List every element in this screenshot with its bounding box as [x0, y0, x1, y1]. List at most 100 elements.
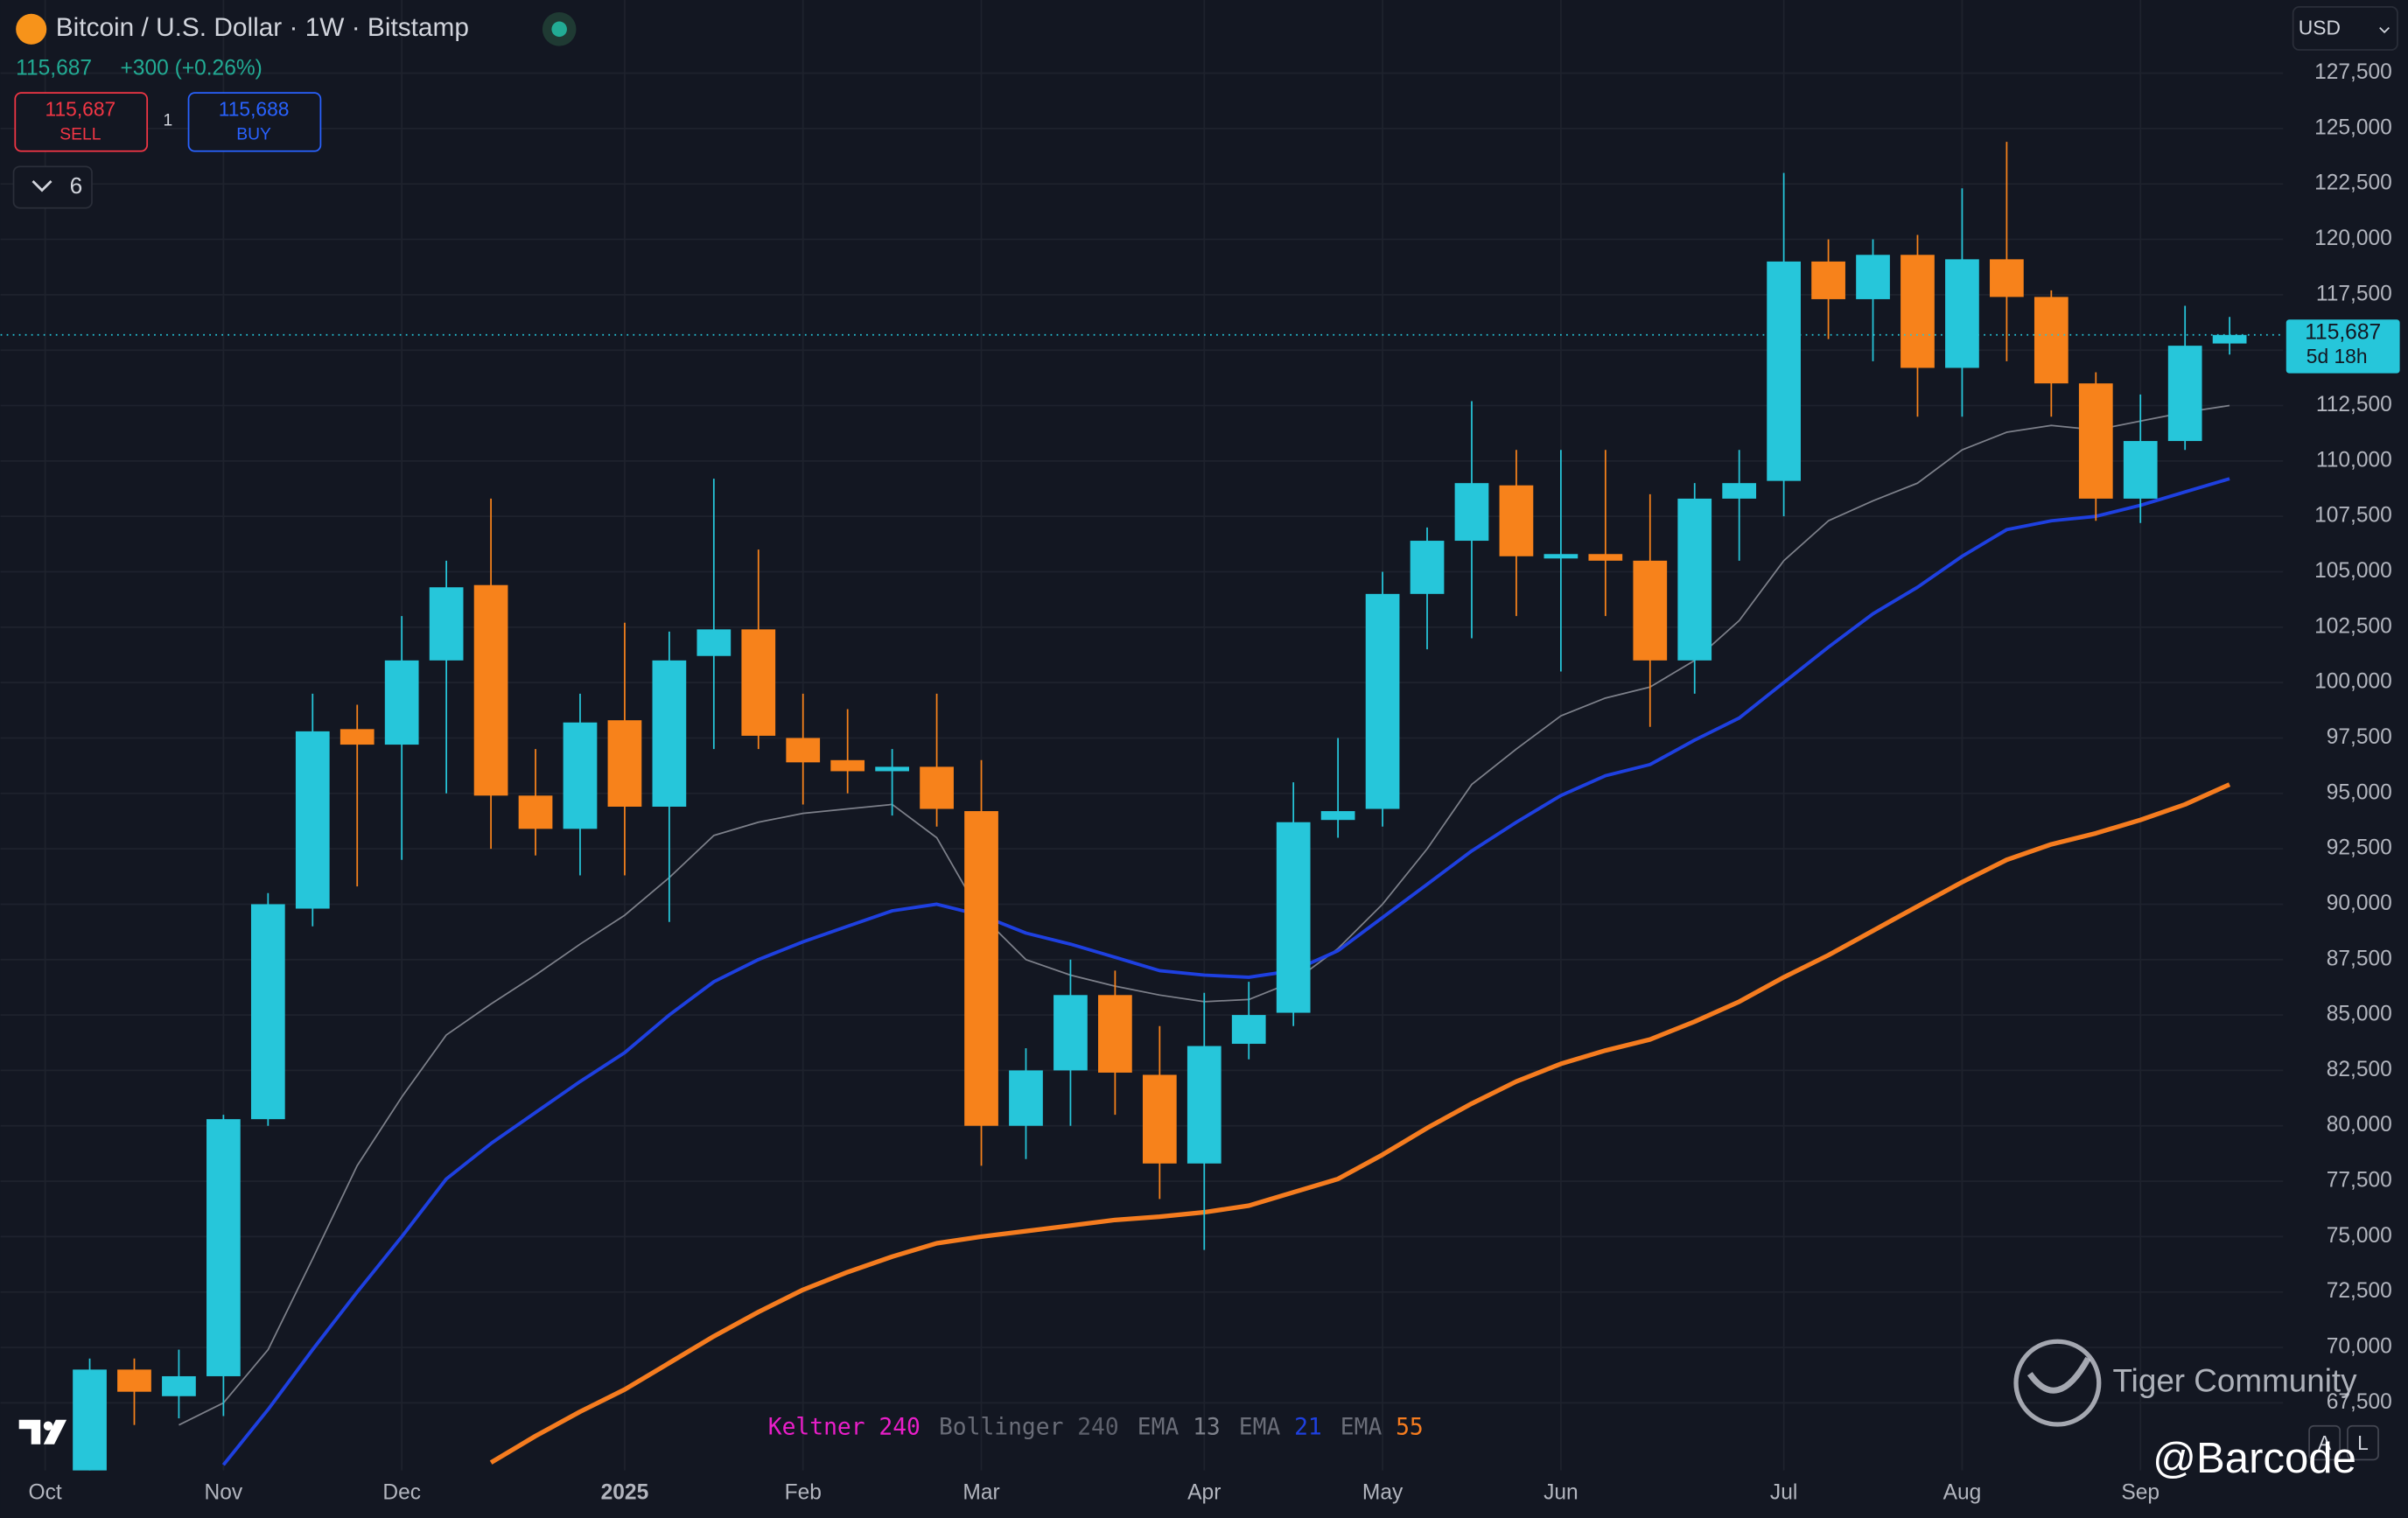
axis-button[interactable] [2308, 1424, 2342, 1461]
y-tick-label: 125,000 [2314, 115, 2392, 139]
watermark-logo-mark [2026, 1356, 2091, 1394]
x-tick-label: Oct [28, 1480, 61, 1504]
candle-body [473, 584, 508, 796]
candle-body [73, 1369, 107, 1471]
x-tick-label: May [1362, 1480, 1404, 1504]
y-tick-label: 82,500 [2327, 1058, 2392, 1081]
candle-body [1811, 261, 1845, 299]
candle-body [1365, 593, 1400, 809]
candle-body [2167, 346, 2202, 442]
candle-body [1054, 995, 1088, 1071]
grid [0, 0, 2284, 1471]
candle-body [1767, 261, 1801, 481]
candle-body [964, 811, 998, 1126]
y-tick-label: 70,000 [2327, 1335, 2392, 1359]
legend-name: Bollinger [939, 1414, 1064, 1440]
spread: 1 [163, 112, 172, 130]
candle-body [1945, 259, 1979, 368]
candle-body [340, 729, 374, 745]
candle-body [518, 795, 553, 829]
ema-line [489, 782, 2231, 1465]
y-tick-label: 90,000 [2327, 892, 2392, 915]
y-tick-label: 110,000 [2316, 448, 2392, 472]
candle-body [1320, 811, 1355, 821]
candle-body [2078, 383, 2113, 499]
indicators-count: 6 [70, 172, 83, 199]
candle-body [1990, 259, 2024, 297]
legend-length: 55 [1396, 1414, 1424, 1440]
price-tag [2286, 319, 2400, 374]
y-tick-label: 77,500 [2327, 1169, 2392, 1193]
price-tag-countdown: 5d 18h [2306, 345, 2368, 367]
tv-logo [18, 1419, 67, 1445]
x-tick-label: 2025 [601, 1480, 649, 1504]
candle-body [830, 759, 865, 772]
legend-name: Keltner [768, 1414, 865, 1440]
axis-button[interactable] [2347, 1424, 2379, 1461]
buy-label: BUY [236, 125, 271, 143]
price-tag-value: 115,687 [2305, 321, 2381, 345]
candle-body [1142, 1074, 1177, 1164]
legend-name: EMA [1239, 1414, 1281, 1440]
candle-body [2123, 441, 2158, 499]
legend-name: EMA [1340, 1414, 1382, 1440]
candle-body [1588, 554, 1623, 561]
market-status [551, 21, 567, 38]
axis-button-label: L [2357, 1431, 2369, 1454]
y-tick-label: 80,000 [2327, 1113, 2392, 1137]
watermark-author: @Barcode [2152, 1435, 2356, 1482]
sell-button[interactable] [14, 92, 149, 152]
y-tick-label: 112,500 [2316, 393, 2392, 416]
y-tick-label: 120,000 [2314, 227, 2392, 250]
symbol-title: Bitcoin / U.S. Dollar · 1W · Bitstamp [56, 13, 469, 42]
y-tick-label: 97,500 [2327, 725, 2392, 749]
x-tick-label: Jul [1770, 1480, 1797, 1504]
candle-body [1544, 554, 1578, 559]
x-tick-label: Sep [2121, 1480, 2160, 1504]
candle-body [295, 731, 330, 909]
currency: USD [2299, 16, 2341, 38]
candle-body [429, 587, 464, 661]
y-tick-label: 95,000 [2327, 780, 2392, 804]
axis-button-label: A [2318, 1431, 2332, 1454]
buy-button[interactable] [187, 92, 322, 152]
candle-body [1231, 1015, 1266, 1045]
watermark-logo [2013, 1339, 2102, 1427]
axes: Oct Nov Dec 2025 Feb Mar Apr May Jun Jul Aug Sep 67,… [0, 60, 2400, 1504]
candle-body [607, 720, 642, 807]
candle-body [162, 1375, 196, 1396]
indicators-toggle[interactable] [12, 165, 93, 209]
candle-body [384, 660, 419, 745]
candle-body [563, 722, 598, 829]
legend-text: Keltner 240 Bollinger 240 EMA 13 EMA 21 EMA 55 [768, 1414, 1424, 1440]
legend-length: 21 [1294, 1414, 1322, 1440]
x-tick-label: Aug [1943, 1480, 1982, 1504]
currency-select[interactable] [2292, 6, 2398, 51]
x-tick-label: Dec [382, 1480, 421, 1504]
x-tick-label: Nov [205, 1480, 243, 1504]
candle-body [1410, 541, 1445, 594]
y-tick-label: 122,500 [2314, 171, 2392, 195]
candle-body [117, 1369, 151, 1392]
candle-body [1499, 485, 1534, 556]
candle-body [696, 629, 732, 656]
candle-body [1677, 498, 1712, 661]
y-tick-label: 87,500 [2327, 947, 2392, 970]
tv-logo-dot [43, 1421, 53, 1431]
x-tick-label: Jun [1544, 1480, 1578, 1504]
candle-body [1454, 483, 1489, 542]
watermark-brand: Tiger Community [2113, 1362, 2358, 1398]
buy-price: 115,688 [219, 97, 290, 120]
currency-chevron [2379, 26, 2390, 34]
candle-body [206, 1119, 241, 1376]
x-tick-label: Apr [1187, 1480, 1221, 1504]
price-change: +300 (+0.26%) [120, 56, 262, 80]
ema-line [221, 477, 2230, 1466]
y-tick-label: 75,000 [2327, 1224, 2392, 1248]
candle-body [1186, 1046, 1222, 1164]
candle-body [1633, 560, 1668, 661]
candle-body [786, 738, 821, 763]
y-tick-label: 107,500 [2314, 504, 2392, 528]
